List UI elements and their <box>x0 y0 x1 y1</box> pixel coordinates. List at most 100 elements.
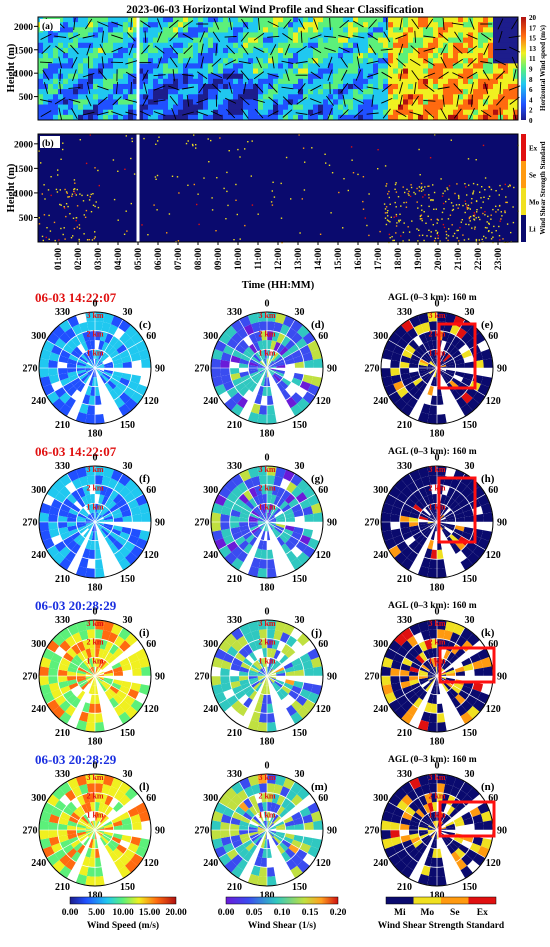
heatmap-cell <box>133 89 139 95</box>
heatmap-cell <box>103 89 109 95</box>
heatmap-cell <box>413 78 419 85</box>
ppi-cell <box>252 374 261 383</box>
range-label: 1 km <box>258 348 275 357</box>
wind-barb <box>367 33 378 41</box>
angle-label: 0 <box>265 607 270 618</box>
wind-barb <box>423 47 436 52</box>
heatmap-cell <box>213 22 219 28</box>
heatmap-cell <box>308 68 314 75</box>
heatmap-cell <box>343 37 349 44</box>
heatmap-cell <box>163 99 169 105</box>
shear-point <box>366 224 368 227</box>
y-tick-label: 1500 <box>14 46 33 56</box>
heatmap-cell <box>63 47 69 54</box>
heatmap-cell <box>438 114 444 121</box>
ppi-cell <box>263 368 267 378</box>
heatmap-cell <box>383 99 389 105</box>
shear-point <box>395 213 398 216</box>
heatmap-cell <box>248 63 254 69</box>
shear-point <box>394 201 396 204</box>
heatmap-cell <box>93 94 99 100</box>
heatmap-cell <box>368 17 374 23</box>
ppi-cell <box>95 826 105 830</box>
ppi-cell <box>90 694 95 705</box>
wind-barb <box>168 85 180 91</box>
shear-point <box>487 230 490 233</box>
ppi-cell <box>247 466 259 479</box>
heatmap-cell <box>168 104 174 111</box>
heatmap-cell <box>413 47 419 54</box>
angle-label: 0 <box>93 761 98 772</box>
wind-barb <box>141 44 150 55</box>
heatmap-cell <box>333 42 339 49</box>
ppi-cell <box>211 358 221 368</box>
radial-line <box>46 829 96 859</box>
angle-label: 0 <box>93 453 98 464</box>
heatmap-cell <box>428 73 434 80</box>
heatmap-cell <box>213 53 219 59</box>
heatmap-cell <box>138 114 144 121</box>
heatmap-cell <box>408 47 414 54</box>
heatmap-cell <box>278 68 284 75</box>
heatmap-cell <box>173 53 179 59</box>
radial-line <box>436 647 486 677</box>
ppi-cell <box>95 801 100 812</box>
heatmap-cell <box>383 68 389 75</box>
shear-point <box>75 217 78 219</box>
shear-point <box>468 216 471 219</box>
heatmap-cell <box>88 99 94 105</box>
shear-point <box>432 184 434 186</box>
heatmap-cell <box>218 78 224 85</box>
ppi-cell <box>273 476 283 487</box>
heatmap-cell <box>333 63 339 69</box>
shear-point <box>445 230 447 233</box>
heatmap-cell <box>333 83 339 90</box>
ppi-cell <box>95 466 105 476</box>
heatmap-cell <box>323 68 329 75</box>
heatmap-cell <box>83 27 89 33</box>
ppi-cell <box>71 643 81 655</box>
angle-label: 270 <box>23 518 38 529</box>
radial-line <box>218 647 268 677</box>
ppi-cell <box>279 786 291 798</box>
heatmap-cell <box>258 83 264 90</box>
heatmap-cell <box>398 32 404 38</box>
ppi-cell <box>435 666 437 676</box>
heatmap-cell <box>148 37 154 44</box>
heatmap-cell <box>423 104 429 111</box>
ppi-cell <box>82 793 91 804</box>
heatmap-cell <box>253 32 259 38</box>
ppi-panel-label: (j) <box>311 627 322 639</box>
ppi-cell <box>273 353 282 362</box>
heatmap-cell <box>128 94 134 100</box>
heatmap-cell <box>118 58 124 64</box>
heatmap-cell <box>113 47 119 54</box>
ppi-cell <box>104 343 113 354</box>
heatmap-cell <box>293 89 299 95</box>
ppi-cell <box>291 503 303 513</box>
radial-line <box>238 319 268 369</box>
radial-line <box>46 339 96 369</box>
shear-point <box>465 203 467 205</box>
ppi-cell <box>267 826 277 830</box>
ppi-cell <box>424 331 433 342</box>
heatmap-cell <box>88 94 94 100</box>
heatmap-cell <box>268 94 274 100</box>
ppi-cell <box>76 826 86 830</box>
ppi-cell <box>113 517 124 522</box>
colorbar-a-label: Horizontal Wind speed (m/s) <box>539 24 547 111</box>
shear-point <box>385 185 387 187</box>
wind-barb <box>508 35 521 39</box>
heatmap-cell <box>278 53 284 59</box>
ppi-cell <box>88 503 94 514</box>
shear-point <box>469 208 471 210</box>
ppi-cell <box>461 546 473 558</box>
heatmap-cell <box>368 63 374 69</box>
heatmap-cell <box>238 47 244 54</box>
ppi-cell <box>234 652 246 662</box>
heatmap-cell <box>323 94 329 100</box>
ppi-cell <box>138 530 151 542</box>
heatmap-cell <box>183 27 189 33</box>
heatmap-cell <box>298 83 304 90</box>
heatmap-cell <box>428 68 434 75</box>
